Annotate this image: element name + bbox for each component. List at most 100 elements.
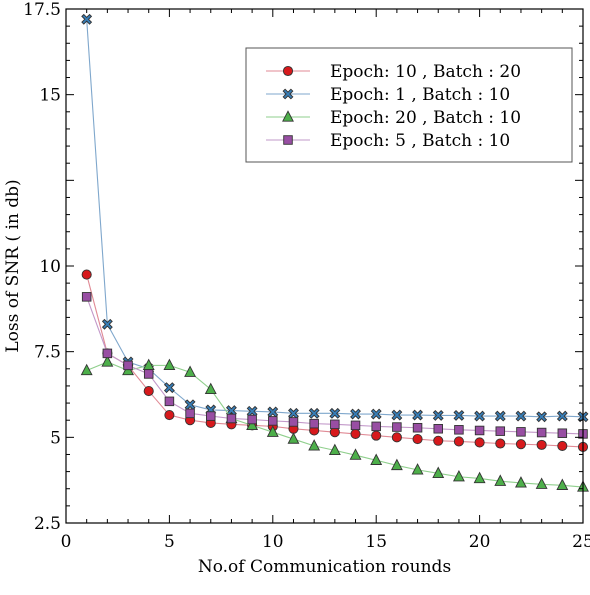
- data-point: [330, 419, 340, 430]
- legend-item: Epoch: 1 , Batch : 10: [266, 85, 510, 105]
- data-point: [391, 409, 403, 421]
- data-point: [516, 427, 526, 437]
- data-point: [185, 408, 195, 419]
- data-point: [349, 448, 362, 460]
- data-point: [474, 425, 485, 436]
- data-point: [206, 411, 216, 421]
- data-point: [143, 369, 154, 379]
- data-point: [350, 420, 361, 431]
- data-point: [392, 422, 402, 432]
- data-point: [432, 409, 444, 421]
- data-point: [557, 428, 568, 438]
- data-point: [184, 365, 197, 377]
- data-point: [282, 88, 294, 100]
- x-tick-label: 15: [365, 532, 387, 552]
- plot-frame: [65, 8, 584, 524]
- data-point: [266, 425, 279, 437]
- data-point: [474, 410, 486, 422]
- data-point: [102, 348, 113, 359]
- data-point: [412, 422, 423, 433]
- data-point: [143, 386, 154, 397]
- y-tick-label: 10: [39, 257, 61, 277]
- y-axis-label: Loss of SNR ( in db): [3, 179, 23, 352]
- y-tick-label: 15: [39, 86, 61, 106]
- data-point: [391, 432, 402, 443]
- data-point: [453, 409, 465, 421]
- data-point: [474, 437, 485, 448]
- legend-item: Epoch: 5 , Batch : 10: [266, 131, 510, 151]
- data-point: [350, 408, 361, 420]
- data-point: [557, 440, 568, 451]
- legend-label: Epoch: 5 , Batch : 10: [330, 131, 510, 151]
- data-point: [495, 438, 506, 449]
- data-point: [226, 405, 237, 417]
- data-point: [308, 439, 321, 451]
- x-tick-label: 20: [469, 532, 491, 552]
- data-point: [163, 358, 176, 371]
- data-point: [282, 65, 294, 77]
- y-tick-label: 17.5: [23, 0, 61, 20]
- data-point: [371, 430, 382, 441]
- data-point: [268, 416, 278, 426]
- data-point: [494, 410, 506, 422]
- data-point: [309, 418, 319, 429]
- legend-item: Epoch: 10 , Batch : 20: [266, 62, 521, 82]
- data-point: [371, 421, 381, 432]
- data-point: [81, 13, 93, 25]
- data-point: [536, 427, 547, 438]
- data-point: [282, 110, 294, 122]
- data-point: [433, 424, 443, 434]
- data-point: [287, 432, 300, 444]
- data-point: [536, 411, 548, 423]
- data-point: [246, 418, 259, 430]
- data-point: [123, 360, 133, 371]
- legend-box: [245, 47, 573, 163]
- data-point: [101, 318, 113, 330]
- data-point: [494, 474, 507, 486]
- data-point: [433, 435, 444, 446]
- data-point: [515, 410, 527, 422]
- data-point: [247, 414, 257, 425]
- data-point: [308, 407, 320, 419]
- data-point: [163, 382, 175, 394]
- data-point: [390, 458, 403, 471]
- data-point: [164, 410, 175, 421]
- data-point: [536, 439, 547, 450]
- data-point: [454, 425, 464, 435]
- ticks-layer: 0 5 10 15 20 25 2.5 5 7.5 10 15 17.5: [23, 0, 590, 552]
- data-point: [328, 443, 341, 456]
- data-point: [556, 410, 568, 422]
- data-point: [495, 426, 506, 436]
- data-point: [80, 363, 93, 376]
- data-point: [515, 476, 527, 488]
- data-point: [204, 382, 217, 395]
- x-tick-label: 25: [572, 532, 590, 552]
- legend-label: Epoch: 1 , Batch : 10: [330, 85, 510, 105]
- data-point: [412, 409, 423, 421]
- x-tick-label: 5: [164, 532, 175, 552]
- legend: Epoch: 10 , Batch : 20 Epoch: 1 , Batch :…: [245, 47, 573, 163]
- data-point: [164, 396, 175, 407]
- data-point: [184, 399, 196, 411]
- data-point: [370, 408, 382, 420]
- x-axis-label: No.of Communication rounds: [198, 557, 451, 577]
- data-point: [288, 407, 299, 419]
- x-tick-label: 10: [262, 532, 284, 552]
- data-point: [101, 355, 114, 367]
- legend-label: Epoch: 10 , Batch : 20: [330, 62, 521, 82]
- legend-label: Epoch: 20 , Batch : 10: [330, 108, 521, 128]
- data-point: [81, 292, 92, 302]
- x-tick-label: 0: [61, 532, 72, 552]
- data-point: [226, 413, 237, 424]
- data-point: [288, 417, 299, 427]
- data-point: [329, 407, 341, 419]
- data-point: [452, 469, 465, 482]
- data-point: [535, 477, 548, 489]
- series-layer: [80, 13, 589, 492]
- data-point: [556, 478, 569, 490]
- data-point: [246, 405, 258, 417]
- data-point: [267, 406, 279, 418]
- legend-item: Epoch: 20 , Batch : 10: [266, 108, 521, 128]
